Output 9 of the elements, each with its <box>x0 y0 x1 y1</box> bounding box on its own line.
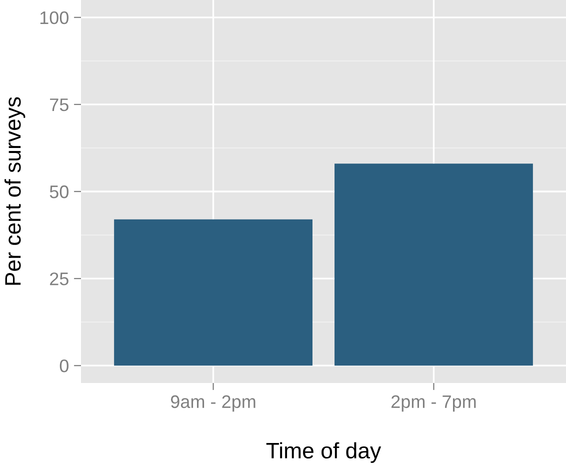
y-tick-label: 0 <box>60 360 68 372</box>
y-tick-label: 25 <box>50 272 68 286</box>
x-axis-title: Time of day <box>266 442 382 463</box>
y-axis-title: Per cent of surveys <box>4 97 26 285</box>
x-tick-label: 9am - 2pm <box>170 395 256 412</box>
y-tick-label: 100 <box>40 11 68 24</box>
y-tick-label: 50 <box>50 185 68 198</box>
x-tick-label: 2pm - 7pm <box>391 395 476 412</box>
y-tick-label: 75 <box>50 98 68 112</box>
